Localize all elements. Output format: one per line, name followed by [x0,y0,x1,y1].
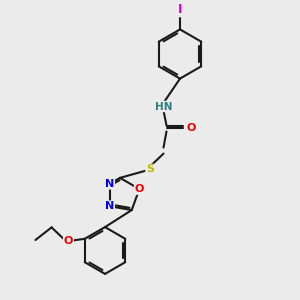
Text: N: N [105,201,114,211]
Text: O: O [186,123,196,134]
Text: HN: HN [155,101,172,112]
Text: O: O [135,184,144,194]
Text: S: S [146,164,154,175]
Text: O: O [64,236,73,246]
Text: I: I [178,3,182,16]
Text: N: N [105,179,114,189]
